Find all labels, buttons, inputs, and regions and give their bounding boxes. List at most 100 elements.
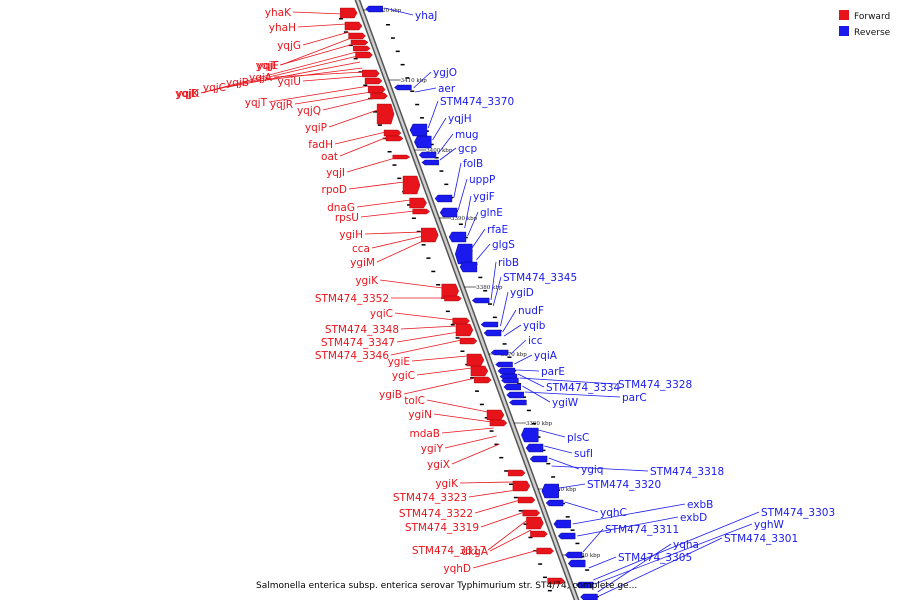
forward-leader-line xyxy=(280,37,352,66)
forward-gene-label: yqjB xyxy=(226,77,249,89)
forward-gene-label: yqjE xyxy=(256,60,278,72)
reverse-marker xyxy=(585,569,590,571)
forward-gene-shape xyxy=(340,7,358,19)
forward-gene-shape xyxy=(409,197,427,209)
forward-marker xyxy=(542,576,547,579)
forward-marker xyxy=(421,244,426,246)
forward-leader-line xyxy=(348,181,404,190)
reverse-leader-line xyxy=(577,516,679,537)
forward-gene-label: ygiK xyxy=(435,478,459,490)
reverse-marker xyxy=(536,436,541,438)
forward-marker xyxy=(411,217,416,219)
forward-leader-line xyxy=(390,339,462,356)
reverse-leader-line xyxy=(500,291,509,327)
reverse-gene-label: ygiD xyxy=(510,287,534,299)
reverse-gene-label: STM474_3320 xyxy=(587,479,661,491)
forward-gene-label: ygiH xyxy=(339,229,363,241)
reverse-marker xyxy=(492,316,497,319)
forward-gene-shape xyxy=(517,496,536,504)
reverse-leader-line xyxy=(517,373,545,388)
reverse-gene-label: STM474_3311 xyxy=(605,524,679,536)
forward-gene-shape xyxy=(352,45,371,52)
forward-gene-shape xyxy=(364,77,383,85)
forward-gene-label: ygiM xyxy=(350,257,375,269)
reverse-leader-line xyxy=(439,147,457,161)
forward-gene-label: yhaK xyxy=(265,7,292,19)
reverse-marker xyxy=(502,343,507,345)
reverse-gene-shape xyxy=(459,261,478,273)
forward-gene-label: yqjG xyxy=(277,40,301,52)
forward-gene-label: yqiU xyxy=(278,76,301,88)
reverse-gene-label: plsC xyxy=(567,432,589,444)
reverse-gene-shape xyxy=(521,427,539,443)
forward-leader-line xyxy=(468,489,517,498)
forward-leader-line xyxy=(459,481,514,484)
reverse-marker xyxy=(483,290,488,292)
forward-gene-label: yhaH xyxy=(269,22,296,34)
reverse-gene-label: gcp xyxy=(458,143,477,155)
reverse-leader-line xyxy=(588,556,617,569)
forward-marker xyxy=(392,164,397,166)
reverse-leader-line xyxy=(516,369,540,372)
forward-gene-shape xyxy=(376,103,395,125)
forward-gene-label: ygiK xyxy=(355,275,379,287)
reverse-gene-label: glgS xyxy=(492,239,515,251)
tick-label: 3390 kbp xyxy=(451,216,478,222)
reverse-leader-line xyxy=(414,87,437,93)
reverse-gene-shape xyxy=(575,581,594,589)
reverse-gene-shape xyxy=(545,499,564,507)
forward-gene-label: STM474_3348 xyxy=(325,324,399,336)
reverse-gene-label: yqiA xyxy=(534,350,558,362)
label-leader-lines xyxy=(200,7,760,597)
reverse-leader-line xyxy=(524,391,621,398)
tick-label: 3410 kbp xyxy=(401,78,428,84)
tick-label: 3380 kbp xyxy=(476,285,503,291)
tick-label: 3420 kbp xyxy=(375,8,402,14)
forward-leader-line xyxy=(328,109,378,128)
forward-gene-shape xyxy=(530,530,548,538)
reverse-leader-line xyxy=(437,133,454,155)
forward-leader-line xyxy=(273,71,364,78)
reverse-leader-line xyxy=(582,528,604,553)
reverse-gene-label: STM474_3345 xyxy=(503,272,577,284)
forward-gene-shape xyxy=(367,85,386,94)
reverse-gene-label: exbB xyxy=(687,499,713,511)
reverse-gene-shape xyxy=(448,231,467,243)
forward-gene-label: ygiB xyxy=(379,389,402,401)
tick-label: 3340 kbp xyxy=(574,553,601,559)
forward-gene-shape xyxy=(522,509,541,517)
reverse-gene-label: ygjO xyxy=(433,67,457,79)
forward-marker xyxy=(475,390,480,392)
reverse-marker xyxy=(541,449,546,452)
reverse-leader-line xyxy=(559,483,586,489)
reverse-gene-label: yhaJ xyxy=(415,10,437,22)
forward-leader-line xyxy=(411,355,468,362)
forward-gene-label: yqhD xyxy=(443,563,471,575)
forward-gene-shape xyxy=(459,337,478,345)
forward-marker xyxy=(518,510,523,512)
reverse-marker xyxy=(522,396,527,398)
reverse-gene-label: STM474_3301 xyxy=(724,533,798,545)
forward-gene-label: yqjD xyxy=(175,88,199,100)
reverse-gene-label: STM474_3328 xyxy=(618,379,692,391)
forward-leader-line xyxy=(268,85,369,103)
forward-gene-shape xyxy=(470,365,489,377)
reverse-gene-shape xyxy=(421,159,439,166)
forward-gene-shape xyxy=(421,227,439,243)
reverse-leader-line xyxy=(594,523,753,585)
forward-leader-line xyxy=(403,377,476,395)
forward-gene-label: mdaB xyxy=(409,428,440,440)
forward-gene-label: ygiX xyxy=(427,459,450,471)
forward-leader-line xyxy=(394,312,455,321)
forward-leader-line xyxy=(416,367,472,376)
reverse-gene-shape xyxy=(490,349,509,356)
reverse-leader-line xyxy=(453,162,462,199)
forward-leader-line xyxy=(489,529,532,552)
forward-leader-line xyxy=(487,519,528,551)
forward-leader-line xyxy=(339,136,388,157)
forward-leader-line xyxy=(302,31,350,46)
reverse-leader-line xyxy=(503,324,522,337)
reverse-gene-label: STM474_3318 xyxy=(650,466,724,478)
reverse-leader-line xyxy=(427,100,439,129)
reverse-leader-line xyxy=(464,195,472,229)
